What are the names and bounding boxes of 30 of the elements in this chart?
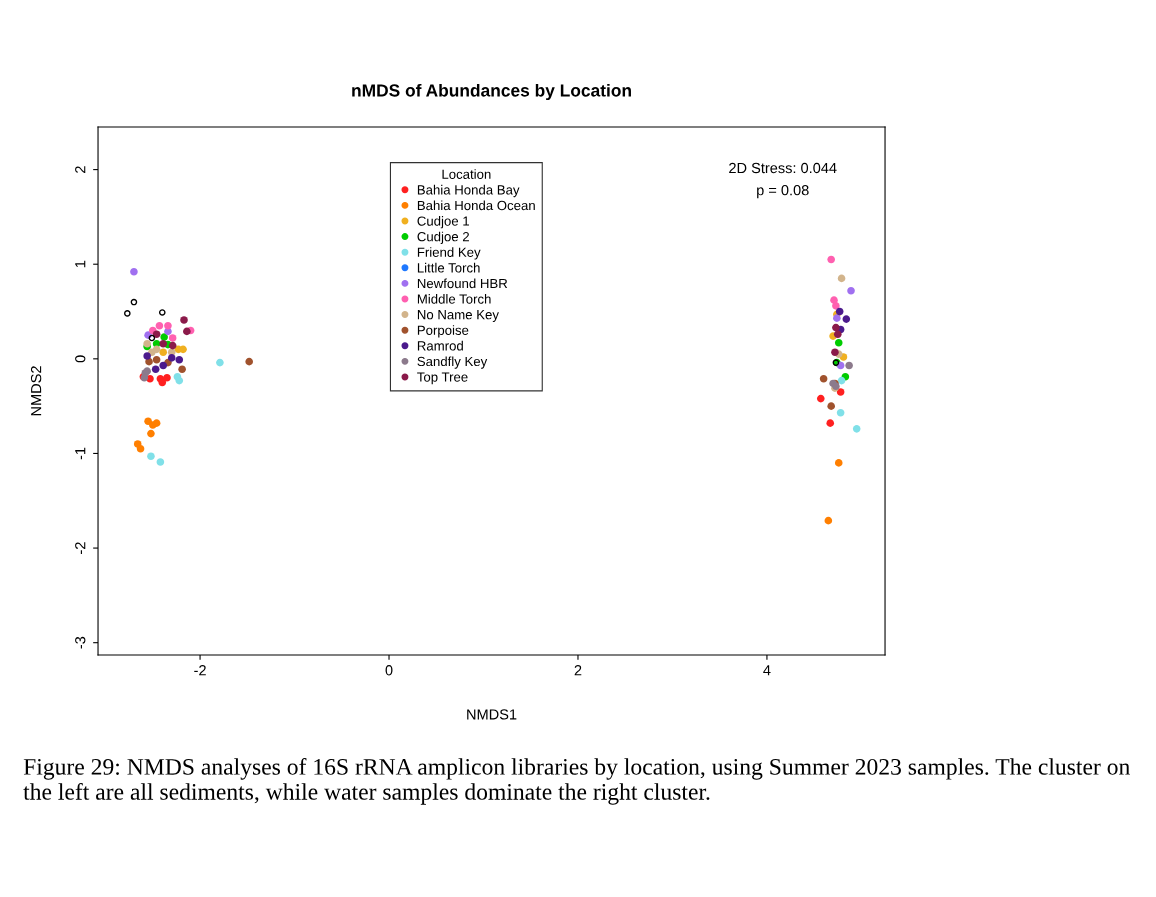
annotation: p = 0.08 (757, 185, 809, 199)
caption: Figure 29: NMDS analyses of 16S rRNA amplicon libraries by location, using Summer 2023 samples. The cluster on the left are all sediments, while water samples dominate the right cluster. (23, 757, 1130, 805)
y-tick-label: -2 (75, 542, 86, 554)
y-tick-label: 0 (75, 355, 86, 363)
y-axis-title: NMDS2 (30, 366, 42, 416)
legend-label: Porpoise (417, 325, 469, 338)
y-tick-label: -1 (75, 447, 86, 460)
x-tick-label: 0 (385, 665, 393, 676)
legend-label: Middle Torch (417, 294, 491, 304)
legend-label: Ramrod (417, 340, 463, 351)
y-tick-label: 2 (75, 166, 86, 173)
legend-label: Newfound HBR (417, 278, 508, 289)
annotation: 2D Stress: 0.044 (729, 162, 837, 174)
legend-label: Cudjoe 1 (417, 216, 469, 229)
legend-label: Bahia Honda Bay (417, 184, 520, 198)
y-tick-label: 1 (75, 260, 86, 268)
x-axis-title: NMDS1 (467, 709, 517, 720)
legend-label: Top Tree (417, 372, 468, 385)
chart-title: nMDS of Abundances by Location (352, 83, 631, 101)
x-tick-label: 4 (763, 665, 771, 676)
y-tick-label: -3 (75, 636, 86, 649)
legend-title: Location (442, 169, 491, 179)
legend-label: Bahia Honda Ocean (417, 200, 535, 211)
x-tick-label: -2 (194, 665, 206, 676)
x-tick-label: 2 (574, 665, 582, 676)
legend-label: Little Torch (417, 262, 480, 273)
legend-label: Sandfly Key (417, 356, 488, 369)
legend-label: Friend Key (417, 247, 481, 260)
legend-label: Cudjoe 2 (417, 231, 469, 244)
legend-label: No Name Key (417, 310, 499, 322)
